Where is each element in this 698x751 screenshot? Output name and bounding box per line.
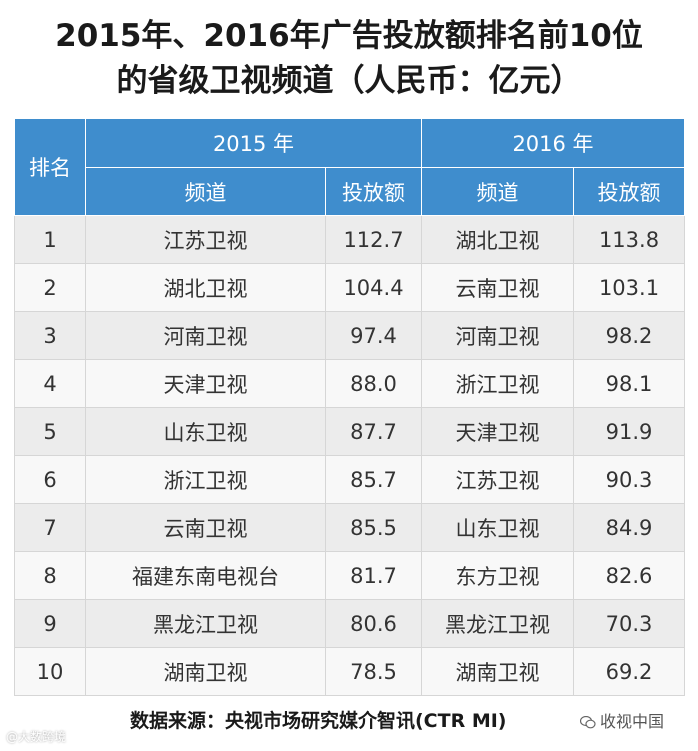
channel-2016-cell: 黑龙江卫视 (421, 599, 574, 648)
channel-2015-cell: 湖南卫视 (85, 647, 326, 696)
amount-2016-cell: 69.2 (573, 647, 685, 696)
channel-2016-cell: 云南卫视 (421, 263, 574, 312)
amount-2015-cell: 112.7 (325, 215, 422, 264)
year-header-2015: 2015 年 (85, 118, 422, 168)
amount-2016-cell: 98.1 (573, 359, 685, 408)
channel-2016-cell: 东方卫视 (421, 551, 574, 600)
rank-cell: 7 (14, 503, 86, 552)
table-row: 4 天津卫视 88.0 浙江卫视 98.1 (14, 359, 685, 408)
ranking-table: 排名 2015 年 2016 年 频道 投放额 频道 投放额 1 江苏卫视 112.… (14, 118, 685, 696)
amount-2015-cell: 81.7 (325, 551, 422, 600)
title-line-2: 的省级卫视频道（人民币：亿元） (116, 63, 582, 99)
amount-2016-cell: 103.1 (573, 263, 685, 312)
amount-2015-cell: 97.4 (325, 311, 422, 360)
channel-2015-cell: 福建东南电视台 (85, 551, 326, 600)
amount-2016-cell: 113.8 (573, 215, 685, 264)
channel-2015-cell: 黑龙江卫视 (85, 599, 326, 648)
footer: @大数跨境 数据来源：央视市场研究媒介智讯(CTR MI) 收视中国 (0, 700, 698, 751)
watermark-right: 收视中国 (580, 708, 664, 732)
table-row: 8 福建东南电视台 81.7 东方卫视 82.6 (14, 551, 685, 600)
channel-2015-cell: 天津卫视 (85, 359, 326, 408)
table-body: 1 江苏卫视 112.7 湖北卫视 113.8 2 湖北卫视 104.4 云南卫视 103.1 3 河… (14, 215, 685, 696)
title-line-1: 2015年、2016年广告投放额排名前10位 (55, 18, 643, 54)
channel-2015-cell: 山东卫视 (85, 407, 326, 456)
column-header-channel-2015: 频道 (85, 167, 326, 216)
watermark-left: @大数跨境 (6, 730, 67, 744)
table-row: 3 河南卫视 97.4 河南卫视 98.2 (14, 311, 685, 360)
channel-2015-cell: 云南卫视 (85, 503, 326, 552)
column-header-row: 频道 投放额 频道 投放额 (15, 167, 685, 216)
wechat-icon (580, 716, 596, 729)
amount-2015-cell: 85.7 (325, 455, 422, 504)
year-header-2016: 2016 年 (421, 118, 685, 168)
channel-2015-cell: 浙江卫视 (85, 455, 326, 504)
table-row: 2 湖北卫视 104.4 云南卫视 103.1 (14, 263, 685, 312)
channel-2016-cell: 江苏卫视 (421, 455, 574, 504)
data-source: 数据来源：央视市场研究媒介智讯(CTR MI) (130, 710, 507, 732)
rank-cell: 2 (14, 263, 86, 312)
page-title: 2015年、2016年广告投放额排名前10位 的省级卫视频道（人民币：亿元） (0, 14, 698, 104)
rank-cell: 6 (14, 455, 86, 504)
amount-2015-cell: 104.4 (325, 263, 422, 312)
watermark-right-text: 收视中国 (600, 712, 665, 731)
channel-2016-cell: 湖北卫视 (421, 215, 574, 264)
amount-2016-cell: 84.9 (573, 503, 685, 552)
table-row: 6 浙江卫视 85.7 江苏卫视 90.3 (14, 455, 685, 504)
amount-2015-cell: 88.0 (325, 359, 422, 408)
column-header-channel-2016: 频道 (421, 167, 574, 216)
channel-2016-cell: 浙江卫视 (421, 359, 574, 408)
table-row: 1 江苏卫视 112.7 湖北卫视 113.8 (14, 215, 685, 264)
rank-cell: 8 (14, 551, 86, 600)
column-header-amount-2015: 投放额 (325, 167, 422, 216)
amount-2016-cell: 98.2 (573, 311, 685, 360)
table-row: 5 山东卫视 87.7 天津卫视 91.9 (14, 407, 685, 456)
rank-cell: 1 (14, 215, 86, 264)
table-row: 7 云南卫视 85.5 山东卫视 84.9 (14, 503, 685, 552)
rank-cell: 5 (14, 407, 86, 456)
rank-cell: 10 (14, 647, 86, 696)
rank-cell: 9 (14, 599, 86, 648)
amount-2016-cell: 82.6 (573, 551, 685, 600)
amount-2015-cell: 78.5 (325, 647, 422, 696)
table-row: 9 黑龙江卫视 80.6 黑龙江卫视 70.3 (14, 599, 685, 648)
rank-cell: 4 (14, 359, 86, 408)
amount-2015-cell: 87.7 (325, 407, 422, 456)
rank-header: 排名 (14, 118, 86, 216)
channel-2015-cell: 江苏卫视 (85, 215, 326, 264)
table-row: 10 湖南卫视 78.5 湖南卫视 69.2 (14, 647, 685, 696)
channel-2016-cell: 天津卫视 (421, 407, 574, 456)
amount-2016-cell: 91.9 (573, 407, 685, 456)
channel-2016-cell: 山东卫视 (421, 503, 574, 552)
rank-cell: 3 (14, 311, 86, 360)
year-header-row: 排名 2015 年 2016 年 (14, 118, 685, 216)
amount-2015-cell: 85.5 (325, 503, 422, 552)
channel-2015-cell: 河南卫视 (85, 311, 326, 360)
amount-2015-cell: 80.6 (325, 599, 422, 648)
channel-2016-cell: 湖南卫视 (421, 647, 574, 696)
amount-2016-cell: 90.3 (573, 455, 685, 504)
channel-2016-cell: 河南卫视 (421, 311, 574, 360)
channel-2015-cell: 湖北卫视 (85, 263, 326, 312)
amount-2016-cell: 70.3 (573, 599, 685, 648)
column-header-amount-2016: 投放额 (573, 167, 685, 216)
